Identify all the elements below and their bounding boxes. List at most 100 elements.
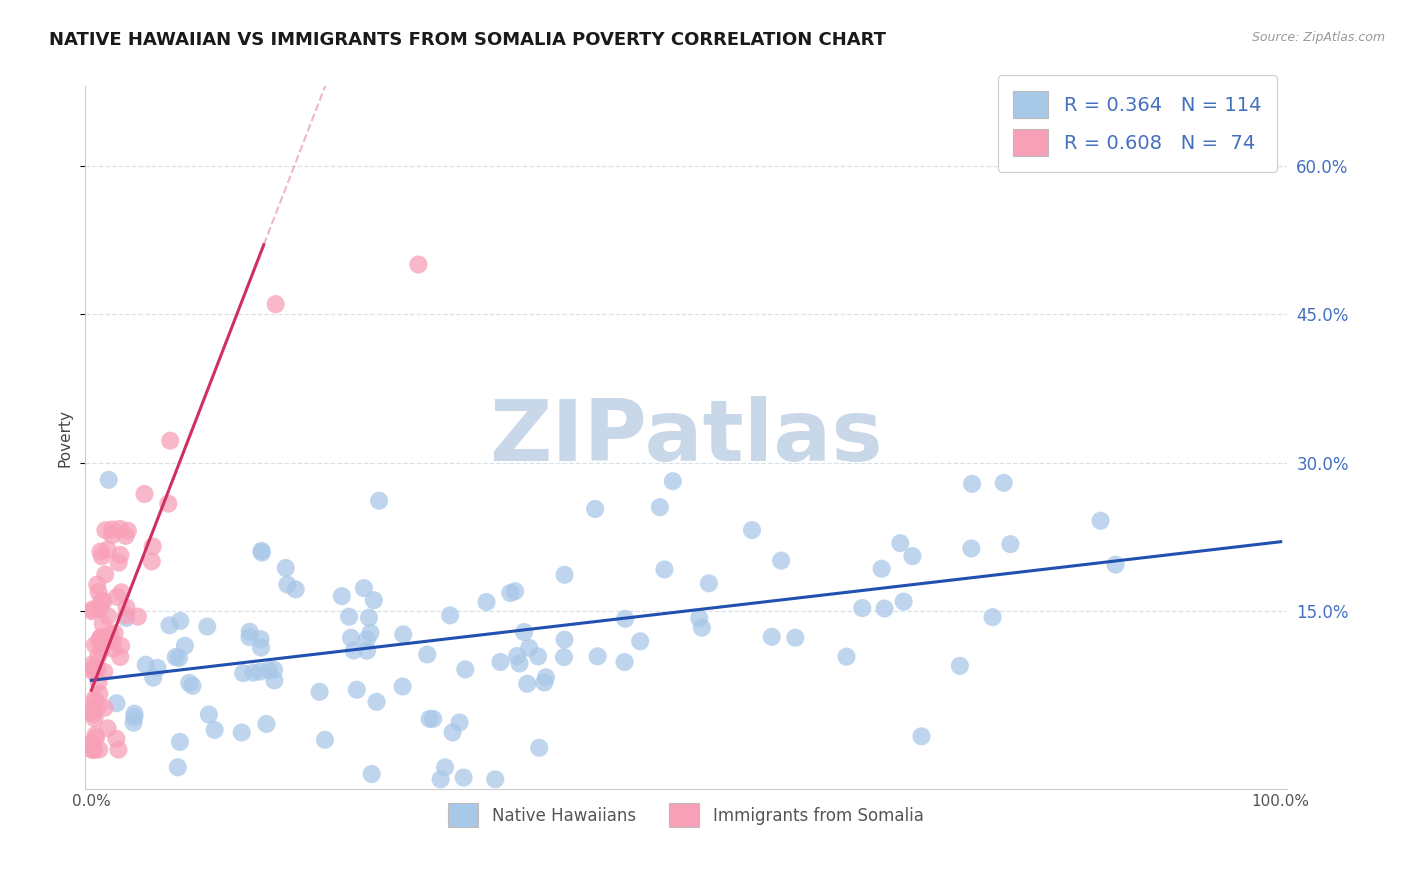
Point (366, 695, 388, 709)
Point (503, 584, 526, 599)
Point (340, 631, 363, 645)
Point (360, 625, 382, 640)
Point (1000, 537, 1022, 551)
Point (506, 648, 529, 663)
Point (89, 632, 111, 646)
Point (257, 663, 280, 677)
Point (250, 545, 273, 559)
Point (264, 297, 287, 311)
Point (97, 722, 120, 736)
Point (851, 601, 873, 615)
Point (83, 660, 105, 674)
Point (529, 740, 551, 755)
Point (89, 601, 111, 615)
Point (90, 549, 112, 564)
Point (654, 562, 676, 576)
Point (454, 662, 477, 676)
Point (263, 663, 285, 677)
Point (1104, 558, 1126, 572)
Point (910, 729, 932, 743)
Point (80, 703, 103, 717)
Text: ZIPatlas: ZIPatlas (489, 396, 883, 479)
Point (422, 712, 444, 726)
Point (360, 767, 382, 781)
Point (110, 650, 132, 665)
Point (356, 632, 378, 647)
Point (993, 475, 1015, 490)
Point (391, 680, 413, 694)
Point (527, 649, 550, 664)
Point (124, 710, 146, 724)
Point (110, 585, 132, 599)
Point (80, 704, 103, 718)
Point (93, 635, 115, 649)
Point (628, 634, 651, 648)
Point (101, 528, 124, 542)
Point (533, 675, 555, 690)
Point (80, 736, 103, 750)
Point (165, 650, 187, 665)
Point (835, 649, 858, 664)
Point (181, 679, 204, 693)
Point (83, 665, 105, 679)
Point (134, 487, 156, 501)
Point (159, 434, 181, 448)
Point (107, 742, 129, 756)
Point (901, 549, 924, 563)
Point (167, 651, 190, 665)
Point (274, 561, 297, 575)
Point (159, 618, 181, 632)
Point (960, 476, 983, 491)
Point (741, 523, 763, 537)
Point (169, 614, 191, 628)
Point (242, 665, 264, 680)
Point (87, 675, 110, 690)
Point (475, 595, 498, 609)
Point (276, 577, 298, 591)
Point (115, 600, 138, 615)
Point (499, 586, 522, 600)
Point (135, 657, 157, 672)
Point (238, 630, 260, 644)
Point (697, 576, 720, 591)
Point (429, 772, 451, 787)
Point (103, 642, 125, 657)
Point (337, 609, 360, 624)
Point (104, 626, 127, 640)
Point (94, 523, 117, 537)
Point (82, 742, 104, 756)
Point (83, 742, 105, 756)
Point (141, 554, 163, 568)
Point (82, 657, 104, 672)
Point (662, 474, 685, 488)
Point (583, 502, 606, 516)
Point (249, 632, 271, 646)
Point (204, 723, 226, 737)
Point (146, 661, 169, 675)
Point (368, 493, 391, 508)
Point (110, 639, 132, 653)
Point (83, 694, 105, 708)
Point (343, 643, 366, 657)
Point (363, 593, 385, 607)
Point (239, 624, 262, 639)
Point (449, 715, 471, 730)
Point (96, 542, 118, 557)
Point (416, 648, 439, 662)
Point (889, 536, 911, 550)
Point (142, 540, 165, 554)
Point (356, 644, 378, 658)
Point (553, 650, 575, 665)
Point (513, 625, 536, 640)
Point (91, 616, 114, 631)
Point (84, 728, 107, 742)
Point (263, 673, 285, 688)
Point (770, 553, 793, 567)
Legend: Native Hawaiians, Immigrants from Somalia: Native Hawaiians, Immigrants from Somali… (441, 797, 931, 834)
Point (89, 544, 111, 558)
Point (87, 648, 110, 663)
Point (586, 649, 609, 664)
Point (554, 632, 576, 647)
Point (231, 725, 253, 739)
Point (105, 696, 128, 710)
